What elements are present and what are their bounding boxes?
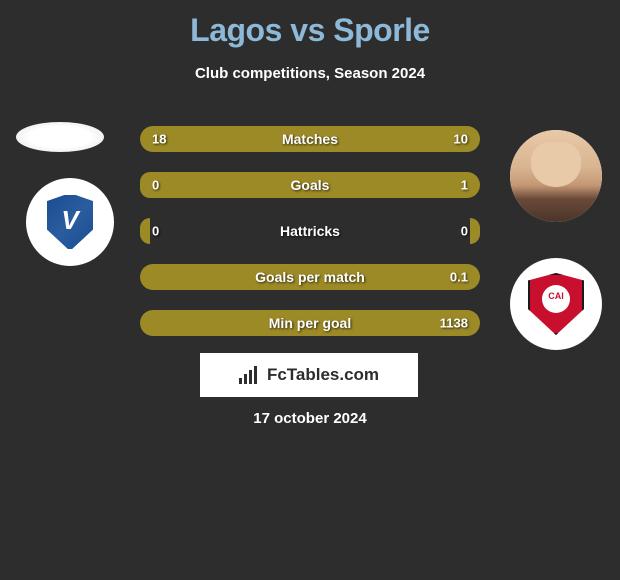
stats-container: 18 Matches 10 0 Goals 1 0 Hattricks 0 Go… (140, 126, 480, 356)
stat-label: Goals per match (255, 269, 365, 285)
fctables-watermark: FcTables.com (200, 353, 418, 397)
shield-velez-icon (45, 193, 95, 251)
comparison-title: Lagos vs Sporle (0, 0, 620, 49)
stat-row-matches: 18 Matches 10 (140, 126, 480, 152)
stat-row-hattricks: 0 Hattricks 0 (140, 218, 480, 244)
fctables-label: FcTables.com (267, 365, 379, 385)
stat-value-right: 0.1 (450, 270, 468, 285)
bar-chart-icon (239, 366, 261, 384)
stat-value-right: 0 (461, 224, 468, 239)
player-avatar-right (510, 130, 602, 222)
player-face-icon (510, 130, 602, 222)
bar-right (470, 218, 480, 244)
stat-label: Hattricks (280, 223, 340, 239)
stat-value-right: 10 (454, 132, 468, 147)
date-text: 17 october 2024 (253, 410, 366, 427)
stat-row-goals-per-match: Goals per match 0.1 (140, 264, 480, 290)
bar-left (140, 218, 150, 244)
stat-value-right: 1 (461, 178, 468, 193)
team-badge-right (510, 258, 602, 350)
shield-independiente-icon (528, 273, 584, 335)
stat-value-left: 0 (152, 178, 159, 193)
bar-left (140, 172, 150, 198)
stat-value-left: 0 (152, 224, 159, 239)
stat-value-left: 18 (152, 132, 166, 147)
subtitle: Club competitions, Season 2024 (0, 65, 620, 82)
stat-label: Goals (291, 177, 330, 193)
stat-value-right: 1138 (440, 316, 468, 331)
player-avatar-left (16, 122, 104, 152)
stat-label: Matches (282, 131, 338, 147)
team-badge-left (26, 178, 114, 266)
stat-label: Min per goal (269, 315, 351, 331)
stat-row-min-per-goal: Min per goal 1138 (140, 310, 480, 336)
stat-row-goals: 0 Goals 1 (140, 172, 480, 198)
